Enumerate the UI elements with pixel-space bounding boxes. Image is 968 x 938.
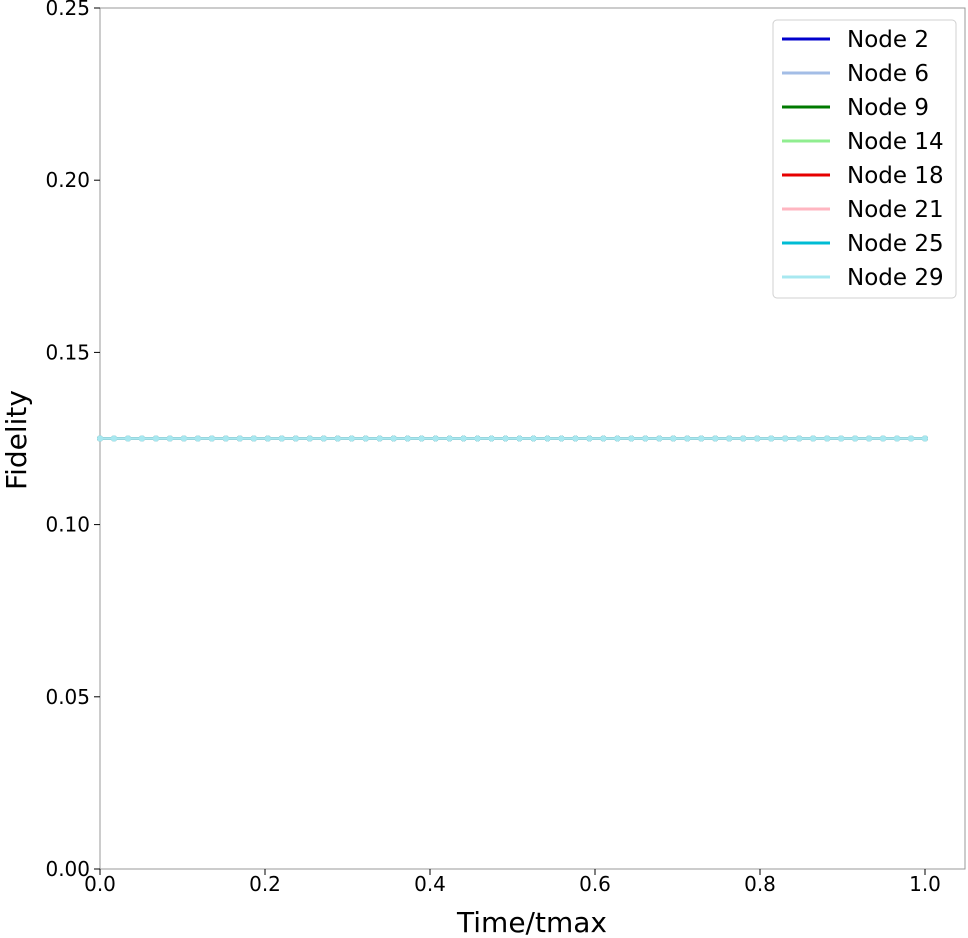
data-point <box>852 435 859 442</box>
data-point <box>838 435 845 442</box>
data-point <box>180 435 187 442</box>
data-point <box>558 435 565 442</box>
data-point <box>250 435 257 442</box>
data-point <box>810 435 817 442</box>
data-point <box>614 435 621 442</box>
legend-label: Node 14 <box>847 129 944 155</box>
data-point <box>306 435 313 442</box>
legend-box <box>772 19 957 299</box>
data-point <box>712 435 719 442</box>
legend-item: Node 21 <box>782 197 944 223</box>
data-point <box>824 435 831 442</box>
data-point <box>628 435 635 442</box>
legend-item: Node 14 <box>782 129 944 155</box>
data-point <box>544 435 551 442</box>
data-point <box>698 435 705 442</box>
x-tick-label: 0.4 <box>414 872 446 896</box>
data-point <box>642 435 649 442</box>
data-point <box>124 435 131 442</box>
x-tick-label: 0.8 <box>744 872 776 896</box>
data-point <box>278 435 285 442</box>
data-point <box>922 435 928 442</box>
data-point <box>684 435 691 442</box>
y-tick-label: 0.20 <box>45 168 90 192</box>
data-point <box>530 435 537 442</box>
series-node-29 <box>97 435 928 442</box>
data-point <box>740 435 747 442</box>
data-point <box>334 435 341 442</box>
data-point <box>418 435 425 442</box>
data-point <box>782 435 789 442</box>
y-tick-label: 0.05 <box>45 685 90 709</box>
data-point <box>488 435 495 442</box>
y-tick-label: 0.00 <box>45 857 90 881</box>
legend-item: Node 29 <box>782 265 944 291</box>
legend-label: Node 25 <box>847 231 944 257</box>
legend-label: Node 29 <box>847 265 944 291</box>
y-axis-title: Fidelity <box>0 390 33 490</box>
data-point <box>404 435 411 442</box>
data-point <box>432 435 439 442</box>
legend-item: Node 6 <box>782 61 929 87</box>
data-point <box>264 435 271 442</box>
data-point <box>97 435 103 442</box>
data-point <box>292 435 299 442</box>
data-point <box>572 435 579 442</box>
y-tick-label: 0.25 <box>45 0 90 20</box>
data-point <box>110 435 117 442</box>
legend-label: Node 9 <box>847 95 929 121</box>
y-tick-label: 0.15 <box>45 340 90 364</box>
data-point <box>754 435 761 442</box>
series-layer <box>97 435 928 442</box>
data-point <box>866 435 873 442</box>
data-point <box>446 435 453 442</box>
data-point <box>194 435 201 442</box>
data-point <box>138 435 145 442</box>
legend-label: Node 6 <box>847 61 929 87</box>
y-axis: 0.00 0.05 0.10 0.15 0.20 0.25 <box>45 0 100 881</box>
x-tick-label: 0.6 <box>579 872 611 896</box>
x-axis: 0.0 0.2 0.4 0.6 0.8 1.0 <box>84 869 941 896</box>
data-point <box>894 435 901 442</box>
y-tick-label: 0.10 <box>45 513 90 537</box>
data-point <box>208 435 215 442</box>
data-point <box>880 435 887 442</box>
data-point <box>390 435 397 442</box>
legend-item: Node 25 <box>782 231 944 257</box>
legend-label: Node 18 <box>847 163 944 189</box>
data-point <box>362 435 369 442</box>
x-tick-label: 0.0 <box>84 872 116 896</box>
data-point <box>348 435 355 442</box>
legend-item: Node 9 <box>782 95 929 121</box>
data-point <box>586 435 593 442</box>
x-tick-label: 1.0 <box>909 872 941 896</box>
data-point <box>152 435 159 442</box>
data-point <box>768 435 775 442</box>
data-point <box>670 435 677 442</box>
data-point <box>600 435 607 442</box>
legend-item: Node 18 <box>782 163 944 189</box>
data-point <box>320 435 327 442</box>
legend-label: Node 21 <box>847 197 944 223</box>
data-point <box>222 435 229 442</box>
data-point <box>166 435 173 442</box>
legend: Node 2 Node 6 Node 9 Node 14 Node 18 Node 21 N… <box>772 19 957 299</box>
data-point <box>726 435 733 442</box>
data-point <box>376 435 383 442</box>
data-point <box>502 435 509 442</box>
legend-label: Node 2 <box>847 27 929 53</box>
data-point <box>516 435 523 442</box>
x-tick-label: 0.2 <box>249 872 281 896</box>
data-point <box>908 435 915 442</box>
data-point <box>460 435 467 442</box>
data-point <box>236 435 243 442</box>
data-point <box>656 435 663 442</box>
legend-item: Node 2 <box>782 27 929 53</box>
data-point <box>474 435 481 442</box>
x-axis-title: Time/tmax <box>456 906 607 938</box>
data-point <box>796 435 803 442</box>
